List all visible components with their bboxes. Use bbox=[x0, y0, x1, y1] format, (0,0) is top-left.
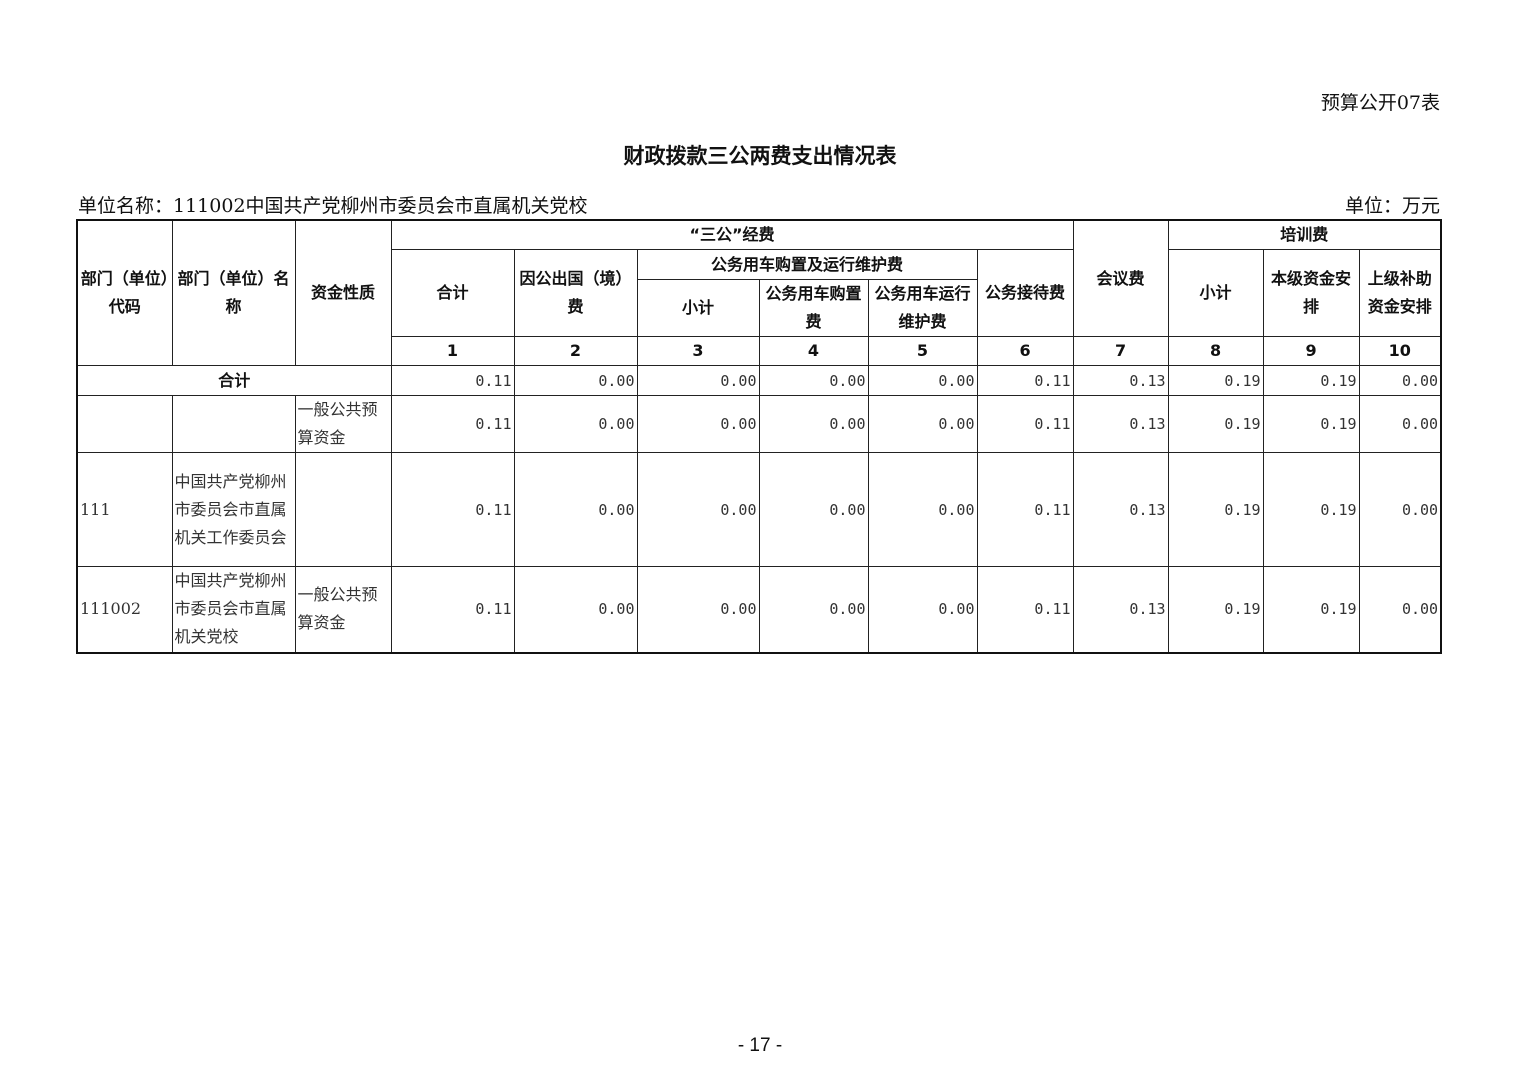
total-value: 0.00 bbox=[758, 365, 869, 396]
header-vehicle: 公务用车购置及运行维护费 bbox=[636, 249, 978, 280]
column-number: 1 bbox=[390, 336, 515, 366]
header-dept-code: 部门（单位）代码 bbox=[76, 219, 173, 366]
column-number: 10 bbox=[1358, 336, 1442, 366]
column-number: 5 bbox=[867, 336, 978, 366]
header-dept-name: 部门（单位）名称 bbox=[171, 219, 296, 366]
total-value: 0.19 bbox=[1262, 365, 1360, 396]
header-training-own: 本级资金安排 bbox=[1262, 249, 1360, 337]
value-cell: 0.00 bbox=[758, 395, 869, 453]
header-vehicle-subtotal: 小计 bbox=[636, 279, 760, 337]
unit-name: 单位名称：111002中国共产党柳州市委员会市直属机关党校 bbox=[78, 195, 588, 217]
column-number: 9 bbox=[1262, 336, 1360, 366]
header-overseas: 因公出国（境）费 bbox=[513, 249, 638, 337]
column-number: 8 bbox=[1167, 336, 1264, 366]
value-cell: 0.00 bbox=[513, 452, 638, 567]
total-value: 0.19 bbox=[1167, 365, 1264, 396]
total-value: 0.13 bbox=[1072, 365, 1169, 396]
table-row: 111002 中国共产党柳州市委员会市直属机关党校 一般公共预算资金 0.11 0.00… bbox=[76, 566, 1442, 653]
dept-name-cell bbox=[171, 395, 296, 453]
fund-nature-cell bbox=[294, 452, 392, 567]
column-number: 2 bbox=[513, 336, 638, 366]
value-cell: 0.00 bbox=[636, 566, 760, 653]
value-cell: 0.19 bbox=[1262, 452, 1360, 567]
value-cell: 0.11 bbox=[390, 395, 515, 453]
column-number: 4 bbox=[758, 336, 869, 366]
value-cell: 0.00 bbox=[867, 566, 978, 653]
dept-code-cell bbox=[76, 395, 173, 453]
total-value: 0.00 bbox=[513, 365, 638, 396]
header-vehicle-operation: 公务用车运行维护费 bbox=[867, 279, 978, 337]
value-cell: 0.19 bbox=[1167, 566, 1264, 653]
total-value: 0.00 bbox=[1358, 365, 1442, 396]
value-cell: 0.00 bbox=[513, 566, 638, 653]
total-value: 0.00 bbox=[636, 365, 760, 396]
fund-nature-cell: 一般公共预算资金 bbox=[294, 395, 392, 453]
header-row-2: 合计 因公出国（境）费 公务用车购置及运行维护费 公务接待费 小计 本级资金安排… bbox=[77, 249, 1442, 337]
dept-name-cell: 中国共产党柳州市委员会市直属机关工作委员会 bbox=[171, 452, 296, 567]
header-three-public: “三公”经费 bbox=[390, 219, 1074, 250]
expenditure-table: 部门（单位）代码 部门（单位）名称 资金性质 “三公”经费 会议费 培训费 合计… bbox=[76, 219, 1443, 654]
dept-name-cell: 中国共产党柳州市委员会市直属机关党校 bbox=[171, 566, 296, 653]
total-value: 0.00 bbox=[867, 365, 978, 396]
total-row: 合计 0.11 0.00 0.00 0.00 0.00 0.11 0.13 0.19 0.19 0… bbox=[76, 365, 1442, 396]
dept-code-cell: 111 bbox=[76, 452, 173, 567]
value-cell: 0.19 bbox=[1167, 452, 1264, 567]
column-number: 3 bbox=[636, 336, 760, 366]
column-number: 7 bbox=[1072, 336, 1169, 366]
form-number: 预算公开07表 bbox=[1320, 92, 1440, 114]
value-cell: 0.00 bbox=[867, 395, 978, 453]
dept-code-cell: 111002 bbox=[76, 566, 173, 653]
total-value: 0.11 bbox=[390, 365, 515, 396]
header-total: 合计 bbox=[390, 249, 515, 337]
page-title: 财政拨款三公两费支出情况表 bbox=[623, 143, 897, 168]
value-cell: 0.00 bbox=[1358, 395, 1442, 453]
value-cell: 0.11 bbox=[976, 566, 1074, 653]
currency-unit: 单位：万元 bbox=[1344, 195, 1440, 217]
value-cell: 0.13 bbox=[1072, 452, 1169, 567]
value-cell: 0.11 bbox=[976, 395, 1074, 453]
table-row: 一般公共预算资金 0.11 0.00 0.00 0.00 0.00 0.11 0.13 0.19… bbox=[76, 395, 1442, 453]
fund-nature-cell: 一般公共预算资金 bbox=[294, 566, 392, 653]
value-cell: 0.00 bbox=[867, 452, 978, 567]
value-cell: 0.00 bbox=[1358, 566, 1442, 653]
header-training: 培训费 bbox=[1167, 219, 1442, 250]
total-label: 合计 bbox=[76, 365, 392, 396]
value-cell: 0.00 bbox=[636, 395, 760, 453]
value-cell: 0.19 bbox=[1167, 395, 1264, 453]
header-training-superior: 上级补助资金安排 bbox=[1358, 249, 1442, 337]
header-fund-nature: 资金性质 bbox=[294, 219, 392, 366]
value-cell: 0.11 bbox=[976, 452, 1074, 567]
header-reception: 公务接待费 bbox=[976, 249, 1074, 337]
total-value: 0.11 bbox=[976, 365, 1074, 396]
header-vehicle-purchase: 公务用车购置费 bbox=[758, 279, 869, 337]
value-cell: 0.00 bbox=[758, 566, 869, 653]
column-number: 6 bbox=[976, 336, 1074, 366]
table-row: 111 中国共产党柳州市委员会市直属机关工作委员会 0.11 0.00 0.00 0.00… bbox=[76, 452, 1442, 567]
value-cell: 0.19 bbox=[1262, 566, 1360, 653]
value-cell: 0.13 bbox=[1072, 395, 1169, 453]
page-number: - 17 - bbox=[737, 1035, 783, 1056]
value-cell: 0.00 bbox=[513, 395, 638, 453]
value-cell: 0.00 bbox=[758, 452, 869, 567]
value-cell: 0.13 bbox=[1072, 566, 1169, 653]
value-cell: 0.11 bbox=[390, 452, 515, 567]
header-meeting: 会议费 bbox=[1072, 219, 1169, 337]
value-cell: 0.19 bbox=[1262, 395, 1360, 453]
value-cell: 0.00 bbox=[1358, 452, 1442, 567]
value-cell: 0.11 bbox=[390, 566, 515, 653]
header-row-3: 小计 公务用车购置费 公务用车运行维护费 bbox=[77, 279, 1441, 337]
header-row-1: 部门（单位）代码 部门（单位）名称 资金性质 “三公”经费 会议费 培训费 bbox=[76, 219, 1442, 366]
value-cell: 0.00 bbox=[636, 452, 760, 567]
header-training-subtotal: 小计 bbox=[1167, 249, 1264, 337]
header-column-numbers: 1 2 3 4 5 6 7 8 9 10 bbox=[77, 336, 1442, 366]
